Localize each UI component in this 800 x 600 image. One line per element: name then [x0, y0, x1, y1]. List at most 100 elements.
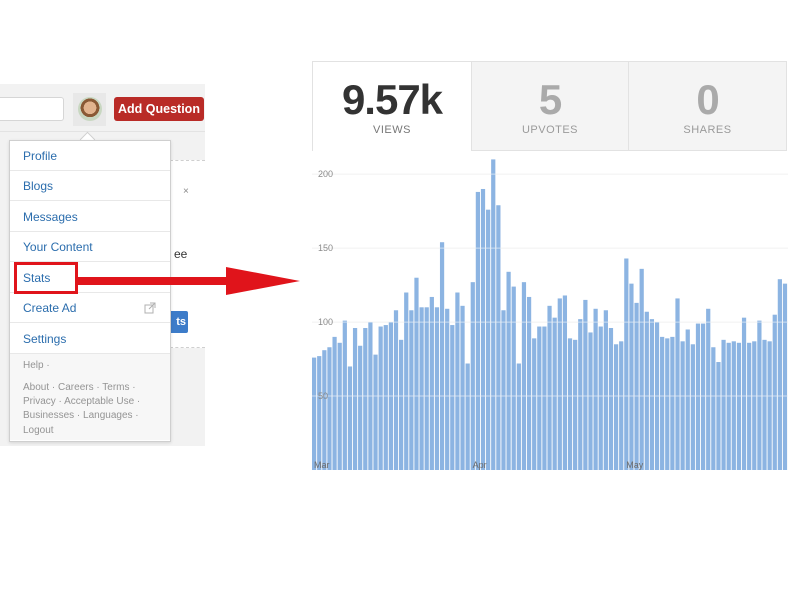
menu-item-your-content[interactable]: Your Content: [10, 232, 170, 262]
chart-bar[interactable]: [542, 326, 547, 470]
chart-bar[interactable]: [721, 339, 726, 470]
chart-bar[interactable]: [378, 326, 383, 470]
chart-bar[interactable]: [685, 329, 690, 470]
chart-bar[interactable]: [660, 336, 665, 470]
menu-item-blogs[interactable]: Blogs: [10, 171, 170, 201]
chart-bar[interactable]: [373, 354, 378, 470]
chart-bar[interactable]: [337, 342, 342, 470]
chart-bar[interactable]: [690, 344, 695, 470]
chart-bar[interactable]: [342, 320, 347, 470]
chart-bar[interactable]: [557, 298, 562, 470]
chart-bar[interactable]: [393, 310, 399, 470]
chart-bar[interactable]: [680, 341, 685, 470]
chart-bar[interactable]: [598, 326, 603, 470]
chart-bar[interactable]: [486, 209, 491, 470]
chart-bar[interactable]: [332, 336, 337, 470]
chart-bar[interactable]: [670, 336, 675, 470]
chart-bar[interactable]: [639, 268, 644, 470]
chart-bar[interactable]: [327, 347, 332, 470]
chart-bar[interactable]: [521, 282, 527, 470]
chart-bar[interactable]: [736, 342, 742, 470]
chart-bar[interactable]: [552, 317, 557, 470]
chart-bar[interactable]: [501, 310, 506, 470]
chart-bar[interactable]: [634, 302, 639, 470]
chart-bar[interactable]: [532, 338, 537, 470]
chart-bar[interactable]: [414, 277, 419, 470]
stat-tab-upvotes[interactable]: 5 UPVOTES: [471, 61, 629, 151]
footer-links-line-2[interactable]: Privacy · Acceptable Use ·: [23, 396, 141, 407]
menu-item-stats[interactable]: Stats: [10, 263, 170, 293]
chart-bar[interactable]: [429, 296, 434, 470]
chart-bar[interactable]: [526, 296, 532, 470]
chart-bar[interactable]: [516, 363, 521, 470]
chart-bar[interactable]: [578, 319, 583, 470]
footer-logout-link[interactable]: Logout: [23, 425, 54, 436]
menu-item-create-ad[interactable]: Create Ad: [10, 293, 170, 323]
chart-bar[interactable]: [608, 328, 614, 470]
chart-bar[interactable]: [613, 344, 619, 470]
menu-item-messages[interactable]: Messages: [10, 202, 170, 232]
chart-bar[interactable]: [455, 292, 460, 470]
stat-tab-views[interactable]: 9.57k VIEWS: [312, 61, 472, 151]
chart-bar[interactable]: [465, 363, 470, 470]
chart-bar[interactable]: [317, 356, 322, 470]
chart-bar[interactable]: [731, 341, 736, 470]
chart-bar[interactable]: [624, 258, 629, 470]
chart-bar[interactable]: [358, 345, 363, 470]
chart-bar[interactable]: [619, 341, 624, 470]
chart-bar[interactable]: [706, 308, 711, 470]
chart-bar[interactable]: [496, 205, 501, 470]
chart-bar[interactable]: [752, 341, 757, 470]
chart-bar[interactable]: [757, 320, 762, 470]
chart-bar[interactable]: [767, 341, 772, 470]
chart-bar[interactable]: [511, 286, 516, 470]
footer-links-line-3[interactable]: Businesses · Languages ·: [23, 410, 139, 421]
chart-bar[interactable]: [588, 332, 593, 470]
chart-bar[interactable]: [741, 317, 747, 470]
chart-bar[interactable]: [322, 350, 327, 470]
chart-bar[interactable]: [445, 308, 450, 470]
chart-bar[interactable]: [312, 357, 317, 470]
chart-bar[interactable]: [506, 271, 511, 470]
chart-bar[interactable]: [537, 326, 542, 470]
chart-bar[interactable]: [409, 310, 414, 470]
chart-bar[interactable]: [675, 298, 680, 470]
chart-bar[interactable]: [649, 319, 655, 470]
footer-links-line-1[interactable]: About · Careers · Terms ·: [23, 382, 136, 393]
chart-bar[interactable]: [383, 325, 388, 470]
avatar[interactable]: [78, 97, 102, 121]
chart-bar[interactable]: [424, 307, 429, 470]
chart-bar[interactable]: [782, 283, 788, 470]
chart-bar[interactable]: [491, 159, 496, 470]
chart-bar[interactable]: [567, 338, 573, 470]
chart-bar[interactable]: [711, 347, 716, 470]
background-card-button[interactable]: ts: [170, 311, 188, 333]
chart-bar[interactable]: [583, 299, 588, 470]
chart-bar[interactable]: [700, 323, 706, 470]
chart-bar[interactable]: [777, 279, 782, 470]
menu-item-profile[interactable]: Profile: [10, 141, 170, 171]
chart-bar[interactable]: [347, 366, 353, 470]
chart-bar[interactable]: [573, 339, 578, 470]
chart-bar[interactable]: [644, 311, 649, 470]
chart-bar[interactable]: [762, 339, 767, 470]
chart-bar[interactable]: [480, 188, 486, 471]
chart-bar[interactable]: [475, 191, 480, 470]
chart-bar[interactable]: [439, 242, 445, 470]
chart-bar[interactable]: [716, 362, 721, 470]
chart-bar[interactable]: [404, 292, 409, 470]
close-icon[interactable]: ×: [183, 186, 189, 197]
chart-bar[interactable]: [665, 338, 670, 470]
chart-bar[interactable]: [629, 283, 634, 470]
chart-bar[interactable]: [547, 305, 552, 470]
chart-bar[interactable]: [363, 328, 368, 470]
chart-bar[interactable]: [562, 295, 568, 470]
chart-bar[interactable]: [593, 308, 598, 470]
chart-bar[interactable]: [419, 307, 424, 470]
chart-bar[interactable]: [352, 328, 358, 470]
chart-bar[interactable]: [399, 339, 404, 470]
add-question-button[interactable]: Add Question: [114, 97, 204, 121]
chart-bar[interactable]: [450, 325, 455, 470]
chart-bar[interactable]: [603, 310, 608, 470]
stat-tab-shares[interactable]: 0 SHARES: [628, 61, 787, 151]
